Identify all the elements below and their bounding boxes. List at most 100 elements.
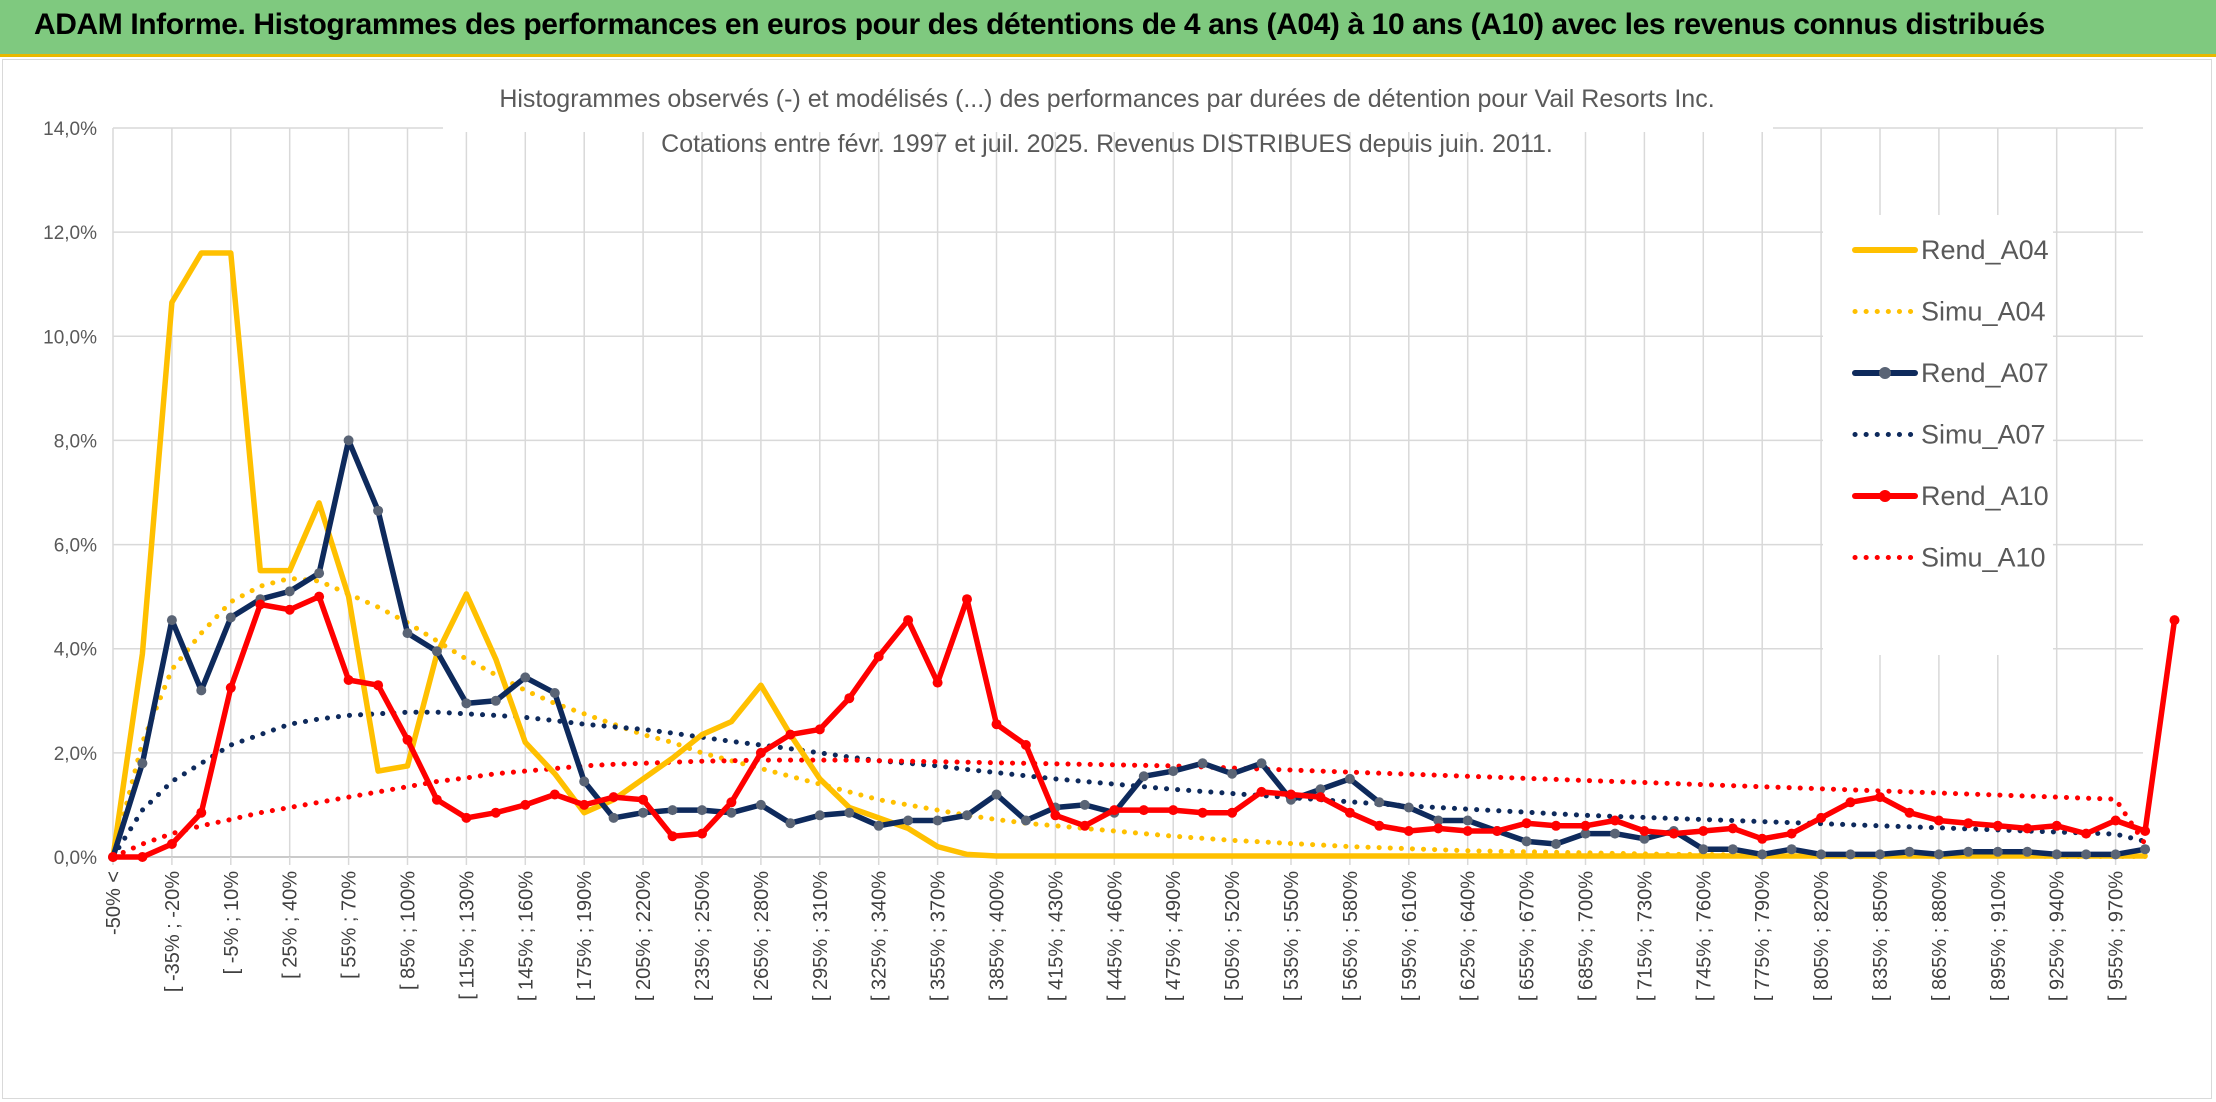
data-point [1848,787,1853,792]
data-point [608,792,619,803]
x-tick-label: [ 175% ; 190% [574,871,596,1001]
data-point [1374,797,1385,808]
data-point [225,612,236,623]
x-tick-label: [ 745% ; 760% [1693,871,1715,1001]
data-point [579,776,590,787]
x-tick-label: [ 865% ; 880% [1929,871,1951,1001]
data-point [108,852,118,862]
y-tick-label: 4,0% [54,640,97,661]
x-tick-label: [ 775% ; 790% [1752,871,1774,1001]
data-point [903,615,914,626]
y-tick-label: 14,0% [43,119,97,140]
x-tick-label: [ 835% ; 850% [1870,871,1892,1001]
data-point [1227,768,1238,779]
data-point [137,758,148,769]
data-point [2110,815,2121,826]
y-tick-label: 6,0% [54,536,97,557]
x-tick-label: [ 265% ; 280% [751,871,773,1001]
x-tick-label: [ -5% ; 10% [221,871,243,975]
x-tick-label: -50% < [103,871,125,935]
data-point [906,759,911,764]
data-point [2081,828,2092,839]
data-point [1433,815,1444,826]
data-point [1050,810,1061,821]
data-point [255,599,266,610]
data-point [873,820,884,831]
data-point [2051,849,2062,860]
data-point [2022,823,2033,834]
y-tick-label: 8,0% [54,431,97,452]
data-point [1727,823,1738,834]
data-point [726,807,737,818]
data-point [461,698,472,709]
data-point [1551,839,1561,849]
data-point [962,810,972,821]
data-point [490,695,501,706]
data-point [667,831,678,842]
x-tick-label: [ 25% ; 40% [280,871,302,979]
x-tick-label: [ 895% ; 910% [1988,871,2010,1001]
series [108,250,2180,862]
data-point [1757,849,1768,860]
legend-label: Rend_A10 [1921,481,2049,511]
data-point [166,839,177,849]
x-tick-label: [ 595% ; 610% [1399,871,1421,1001]
data-point [785,818,796,829]
data-point [2051,820,2062,831]
data-point [1079,820,1090,831]
data-point [1138,771,1149,782]
data-point [1315,792,1326,803]
data-point [284,586,295,597]
data-point [1963,846,1974,857]
x-tick-label: [ 685% ; 700% [1576,871,1598,1001]
data-point [1344,773,1355,784]
data-point [1020,740,1031,750]
data-point [1197,758,1208,769]
data-point [1757,833,1768,844]
data-point [788,774,793,779]
data-point [199,823,204,828]
data-point [431,646,442,657]
data-point [1521,818,1532,829]
data-point [1020,815,1031,826]
data-point [1610,815,1620,826]
data-point [1551,820,1561,831]
series-line-rend-a07 [110,437,2148,860]
data-point [1933,815,1944,826]
x-tick-label: [ 625% ; 640% [1458,871,1480,1001]
data-point [2110,849,2121,860]
data-point [284,604,295,615]
data-point [343,435,354,446]
chart-frame: 0,0% 2,0% 4,0% 6,0% 8,0% 10,0% 12,0% 14,0% -50%… [2,59,2212,1099]
x-tick-label: [ 505% ; 520% [1222,871,1244,1001]
data-point [1992,846,2003,857]
data-point [490,807,501,818]
legend: Rend_A04 Simu_A04 Rend_A07 Simu_A07 Rend_A10… [1823,215,2053,655]
data-point [461,812,472,823]
data-point [493,771,498,776]
data-point [2169,615,2180,626]
data-point [903,815,914,826]
data-point [1492,826,1503,836]
x-tick-label: [ 115% ; 130% [456,871,478,1000]
data-point [2140,844,2151,855]
data-point [2022,846,2033,857]
data-point [1403,826,1414,836]
data-point [520,672,531,683]
report-title: ADAM Informe. Histogrammes des performan… [34,8,2045,41]
x-tick-label: [ 565% ; 580% [1340,871,1362,1001]
x-tick-label: [ 535% ; 550% [1281,871,1303,1001]
chart-title-line2: Cotations entre févr. 1997 et juil. 2025… [661,130,1553,158]
data-point [1786,844,1797,855]
data-point [1698,844,1709,855]
data-point [1727,844,1738,855]
series-line-rend-a04 [110,250,2148,860]
data-point [2025,794,2030,799]
data-point [991,719,1002,730]
chart-title-line1: Histogrammes observés (-) et modélisés (… [499,85,1714,113]
y-tick-label: 12,0% [43,223,97,244]
data-point [431,794,442,805]
data-point [2140,826,2151,836]
data-point [1109,805,1120,816]
data-point [166,615,177,626]
